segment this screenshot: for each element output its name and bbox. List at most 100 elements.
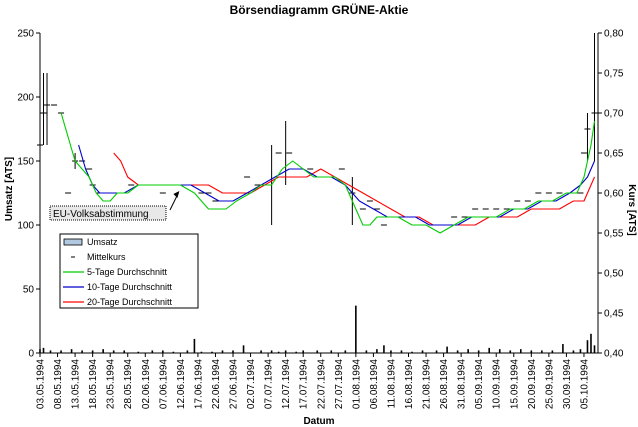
umsatz-bar <box>260 350 262 353</box>
y-tick-right-label: 0,45 <box>604 309 624 320</box>
x-tick-label: 02.06.1994 <box>141 359 152 409</box>
x-tick-label: 28.05.1994 <box>123 359 134 409</box>
umsatz-bar <box>39 349 41 353</box>
x-tick-label: 07.06.1994 <box>158 359 169 409</box>
y-tick-right-label: 0,75 <box>604 69 624 80</box>
umsatz-bar <box>151 350 154 353</box>
annotation-box <box>49 205 167 221</box>
x-tick-label: 03.05.1994 <box>36 359 47 409</box>
umsatz-bar <box>593 345 596 353</box>
umsatz-bar <box>60 350 62 353</box>
umsatz-bar <box>551 350 554 353</box>
umsatz-bar <box>70 349 73 353</box>
umsatz-bar <box>586 340 589 353</box>
umsatz-bar <box>172 351 175 353</box>
umsatz-bar <box>355 305 357 353</box>
y-tick-right-label: 0,65 <box>604 149 624 160</box>
y-tick-right-label: 0,80 <box>604 29 624 40</box>
x-tick-label: 21.08.1994 <box>422 359 433 409</box>
umsatz-bar <box>400 350 403 353</box>
x-tick-label: 17.07.1994 <box>299 359 310 409</box>
x-tick-label: 08.05.1994 <box>53 359 64 409</box>
umsatz-bar <box>477 350 480 353</box>
y-tick-left-label: 0 <box>28 349 34 360</box>
umsatz-bar <box>411 351 413 353</box>
x-tick-label: 13.05.1994 <box>71 359 82 409</box>
umsatz-bar <box>530 350 533 353</box>
annotation-text: EU-Volksabstimmung <box>53 209 149 220</box>
x-tick-label: 16.08.1994 <box>404 359 415 409</box>
axes: 0 50 100 150 200 250 0,40 0,45 0,50 0,55 0,60 0,65 0… <box>17 29 624 410</box>
umsatz-bar <box>200 351 203 353</box>
umsatz-bar <box>162 350 164 353</box>
umsatz-bar <box>383 345 385 353</box>
umsatz-bar <box>211 351 213 353</box>
umsatz-bar <box>270 350 273 353</box>
umsatz-bar <box>421 350 424 353</box>
y-tick-right-label: 0,40 <box>604 349 624 360</box>
x-tick-label: 05.09.1994 <box>474 359 485 409</box>
umsatz-bar <box>572 350 575 353</box>
legend-box <box>59 233 199 309</box>
umsatz-bar <box>277 351 280 353</box>
x-tick-label: 30.09.1994 <box>562 359 573 409</box>
umsatz-bar <box>186 350 189 353</box>
x-tick-label: 22.06.1994 <box>211 359 222 409</box>
y-tick-right-label: 0,55 <box>604 229 624 240</box>
legend-label-ma5: 5-Tage Durchschnitt <box>87 267 168 277</box>
umsatz-bar <box>242 345 245 353</box>
annotation: EU-Volksabstimmung <box>49 191 180 221</box>
x-tick-label: 12.06.1994 <box>176 359 187 409</box>
umsatz-bar <box>488 347 491 353</box>
y-tick-left-label: 50 <box>23 285 35 296</box>
umsatz-bar <box>541 350 543 353</box>
x-axis-label: Datum <box>303 416 334 427</box>
series-lines <box>37 33 598 353</box>
x-tick-label: 10.09.1994 <box>492 359 503 409</box>
x-tick-label: 18.05.1994 <box>88 359 99 409</box>
umsatz-bar <box>519 349 522 353</box>
x-tick-label: 05.10.1994 <box>579 359 590 409</box>
x-tick-label: 22.07.1994 <box>316 359 327 409</box>
umsatz-bar <box>137 351 140 353</box>
y-axis-label-left: Umsatz [ATS] <box>4 157 15 221</box>
x-tick-label: 02.07.1994 <box>246 359 257 409</box>
umsatz-bar <box>562 344 564 353</box>
y-tick-right-label: 0,70 <box>604 109 624 120</box>
umsatz-bar <box>295 351 297 353</box>
y-tick-left-label: 100 <box>17 221 34 232</box>
umsatz-bar <box>42 347 45 353</box>
umsatz-bar <box>316 350 319 353</box>
umsatz-bar <box>509 350 512 353</box>
x-tick-label: 06.08.1994 <box>369 359 380 409</box>
umsatz-bar <box>390 350 392 353</box>
legend-label-ma20: 20-Tage Durchschnitt <box>87 297 173 307</box>
x-tick-label: 27.06.1994 <box>229 359 240 409</box>
y-tick-right-label: 0,60 <box>604 189 624 200</box>
ma5-line <box>60 112 596 234</box>
x-tick-label: 07.07.1994 <box>264 359 275 409</box>
legend-swatch-umsatz <box>63 238 83 246</box>
chart-title: Börsendiagramm GRÜNE-Aktie <box>230 2 409 17</box>
umsatz-bar <box>365 350 368 353</box>
ma20-line <box>113 152 596 226</box>
x-tick-label: 01.08.1994 <box>351 359 362 409</box>
x-tick-label: 12.07.1994 <box>281 359 292 409</box>
x-tick-label: 17.06.1994 <box>193 359 204 409</box>
y-tick-right-label: 0,50 <box>604 269 624 280</box>
legend: Umsatz Mittelkurs 5-Tage Durchschnitt 10-Ta… <box>59 233 199 309</box>
umsatz-bar <box>456 350 459 353</box>
y-tick-left-label: 250 <box>17 29 34 40</box>
legend-label-mittel: Mittelkurs <box>87 252 126 262</box>
y-tick-left-label: 150 <box>17 157 34 168</box>
x-tick-label: 15.09.1994 <box>509 359 520 409</box>
x-tick-label: 26.08.1994 <box>439 359 450 409</box>
x-tick-label: 27.07.1994 <box>334 359 345 409</box>
x-tick-label: 23.05.1994 <box>106 359 117 409</box>
y-axis-label-right: Kurs [ATS] <box>626 184 637 235</box>
umsatz-bar <box>112 350 115 353</box>
umsatz-bar <box>498 349 501 353</box>
umsatz-bar <box>232 350 234 353</box>
umsatz-bar <box>193 338 196 353</box>
x-tick-label: 20.09.1994 <box>527 359 538 409</box>
